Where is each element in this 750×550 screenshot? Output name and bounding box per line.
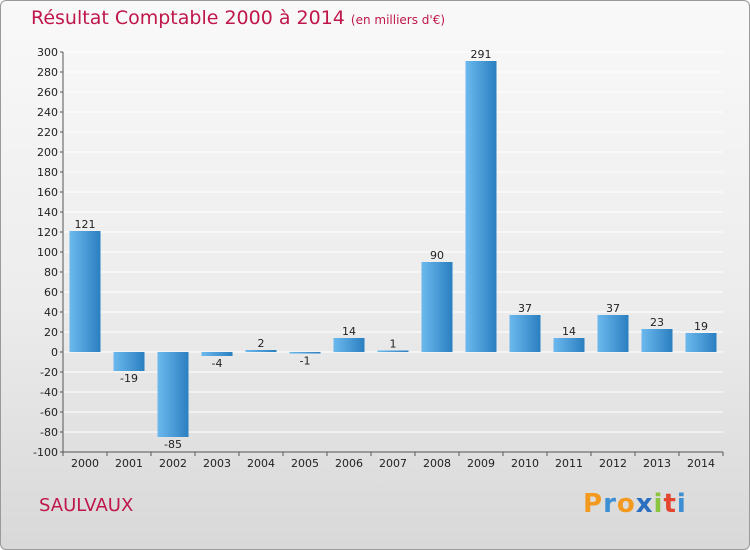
y-tick-label: -100 (33, 446, 58, 459)
y-tick-label: 60 (44, 286, 58, 299)
proxiti-logo: Proxiti (583, 489, 687, 519)
bar-2006 (333, 338, 365, 352)
y-tick-label: 100 (37, 246, 58, 259)
bar-2011 (553, 338, 585, 352)
y-tick-label: 120 (37, 226, 58, 239)
logo-letter: r (603, 489, 617, 519)
y-tick-label: -60 (40, 406, 58, 419)
value-label-2006: 14 (342, 325, 356, 338)
value-label-2008: 90 (430, 249, 444, 262)
x-tick-label: 2000 (71, 457, 99, 470)
value-label-2009: 291 (471, 48, 492, 61)
logo-letter: i (653, 489, 664, 519)
bar-2002 (157, 352, 189, 437)
bar-2012 (597, 315, 629, 352)
y-tick-label: 160 (37, 186, 58, 199)
x-tick-label: 2007 (379, 457, 407, 470)
value-label-2013: 23 (650, 316, 664, 329)
x-tick-label: 2009 (467, 457, 495, 470)
x-tick-label: 2011 (555, 457, 583, 470)
data-labels: 121 -19 -85 -4 2 -1 14 1 90 291 37 14 37 23 19 (75, 48, 709, 451)
value-label-2007: 1 (390, 338, 397, 351)
y-tick-label: 0 (51, 346, 58, 359)
y-tick-label: 20 (44, 326, 58, 339)
commune-name: SAULVAUX (39, 495, 134, 516)
chart-title-unit: (en milliers d'€) (350, 13, 446, 27)
y-tick-label: 140 (37, 206, 58, 219)
y-tick-label: 280 (37, 66, 58, 79)
x-tick-label: 2006 (335, 457, 363, 470)
axes: -100 -80 -60 -40 -20 0 20 40 60 80 100 120 140 160 180… (33, 46, 724, 470)
bar-2014 (685, 333, 717, 352)
y-tick-label: 300 (37, 46, 58, 59)
value-label-2001: -19 (120, 372, 138, 385)
value-label-2003: -4 (212, 357, 223, 370)
value-label-2004: 2 (258, 337, 265, 350)
logo-letter: o (616, 489, 636, 519)
y-tick-label: 40 (44, 306, 58, 319)
x-tick-label: 2004 (247, 457, 275, 470)
x-tick-label: 2013 (643, 457, 671, 470)
bar-2005 (289, 352, 321, 354)
bar-2001 (113, 352, 145, 371)
bar-2007 (377, 350, 409, 352)
x-tick-label: 2012 (599, 457, 627, 470)
chart-title-main: Résultat Comptable 2000 à 2014 (31, 7, 345, 29)
x-tick-label: 2001 (115, 457, 143, 470)
value-label-2012: 37 (606, 302, 620, 315)
x-tick-label: 2005 (291, 457, 319, 470)
logo-letter: P (583, 489, 604, 519)
logo-letter: i (676, 489, 687, 519)
y-tick-label: 260 (37, 86, 58, 99)
x-tick-label: 2014 (687, 457, 715, 470)
y-tick-label: 80 (44, 266, 58, 279)
x-tick-label: 2010 (511, 457, 539, 470)
bar-2003 (201, 352, 233, 356)
y-tick-label: 240 (37, 106, 58, 119)
y-tick-label: -40 (40, 386, 58, 399)
x-tick-label: 2008 (423, 457, 451, 470)
bar-2010 (509, 315, 541, 352)
y-tick-label: 220 (37, 126, 58, 139)
value-label-2002: -85 (164, 438, 182, 451)
y-tick-label: 180 (37, 166, 58, 179)
logo-letter: t (663, 489, 677, 519)
y-tick-label: -80 (40, 426, 58, 439)
bar-2000 (69, 231, 101, 352)
bar-2004 (245, 350, 277, 352)
y-tick-label: -20 (40, 366, 58, 379)
value-label-2011: 14 (562, 325, 576, 338)
bars (69, 61, 717, 437)
value-label-2000: 121 (75, 218, 96, 231)
bar-2013 (641, 329, 673, 352)
chart-title: Résultat Comptable 2000 à 2014 (en millie… (31, 7, 445, 29)
bar-2008 (421, 262, 453, 352)
bar-2009 (465, 61, 497, 352)
y-tick-label: 200 (37, 146, 58, 159)
value-label-2005: -1 (300, 355, 311, 368)
x-tick-label: 2003 (203, 457, 231, 470)
value-label-2010: 37 (518, 302, 532, 315)
value-label-2014: 19 (694, 320, 708, 333)
x-tick-label: 2002 (159, 457, 187, 470)
logo-letter: x (635, 489, 654, 519)
